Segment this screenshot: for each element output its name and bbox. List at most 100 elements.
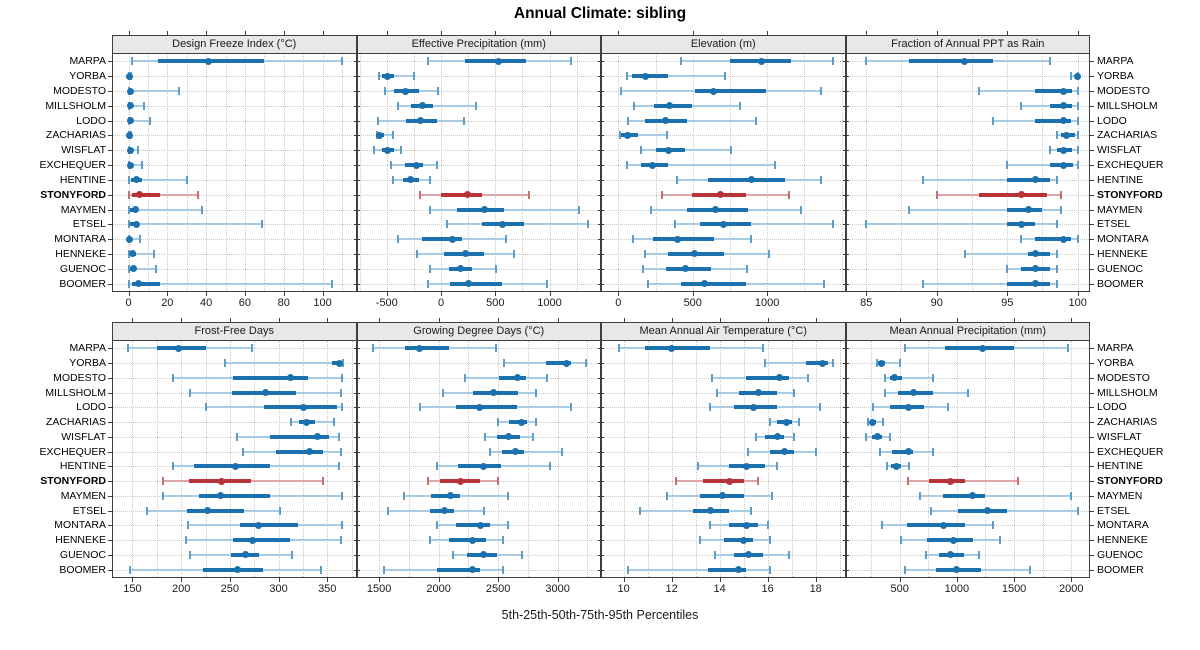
x-tick-label: -500: [375, 297, 398, 309]
gridline-vertical: [468, 54, 470, 291]
gridline-horizontal: [846, 135, 1089, 137]
gridline-vertical: [956, 341, 958, 577]
gridline-horizontal: [113, 194, 356, 196]
whisker-cap-high: [340, 403, 343, 412]
median-dot: [1031, 265, 1039, 273]
whisker-cap-low: [383, 87, 386, 96]
whisker-cap-high: [333, 418, 336, 427]
whisker-cap-low: [929, 506, 932, 515]
iqr-bar: [269, 434, 330, 439]
median-dot: [968, 492, 976, 500]
whisker-line: [1007, 164, 1078, 167]
y-tick-mark: [842, 510, 849, 512]
station-label-right: EXCHEQUER: [1097, 445, 1164, 458]
x-tick-mark: [128, 31, 130, 35]
whisker-cap-low: [713, 550, 716, 559]
median-dot: [300, 403, 308, 411]
y-tick-mark: [598, 407, 604, 409]
whisker-cap-high: [392, 131, 395, 140]
gridline-vertical: [147, 54, 149, 291]
median-dot: [232, 462, 240, 470]
whisker-cap-low: [128, 190, 131, 199]
gridline-vertical: [408, 341, 410, 577]
x-tick-mark: [244, 292, 246, 296]
y-tick-mark: [598, 554, 604, 556]
y-tick-mark: [598, 239, 604, 241]
y-tick-mark: [842, 239, 849, 241]
median-dot: [456, 265, 464, 273]
whisker-cap-high: [749, 235, 752, 244]
whisker-cap-high: [757, 477, 760, 486]
y-tick-mark: [842, 436, 849, 438]
median-dot: [132, 176, 140, 184]
iqr-bar: [654, 103, 692, 108]
x-tick-label: 1500: [1001, 583, 1027, 595]
whisker-cap-high: [992, 521, 995, 530]
y-tick-mark: [108, 150, 112, 152]
whisker-cap-low: [502, 359, 505, 368]
whisker-cap-low: [627, 565, 630, 574]
iqr-bar: [455, 523, 491, 528]
iqr-bar: [232, 538, 291, 543]
whisker-cap-low: [378, 72, 381, 81]
x-tick-mark: [767, 31, 769, 35]
whisker-cap-low: [925, 550, 927, 559]
whisker-cap-high: [152, 249, 155, 258]
whisker-cap-low: [241, 447, 244, 456]
gridline-horizontal: [602, 422, 845, 424]
whisker-cap-high: [1059, 205, 1062, 214]
whisker-line: [129, 193, 199, 196]
y-tick-mark: [842, 466, 849, 468]
median-dot: [234, 566, 242, 574]
gridline-horizontal: [846, 466, 1089, 468]
gridline-vertical: [1014, 341, 1016, 577]
x-tick-mark: [618, 31, 620, 35]
whisker-cap-low: [644, 249, 647, 258]
x-tick-mark: [1007, 31, 1009, 35]
whisker-cap-low: [235, 432, 238, 441]
whisker-cap-high: [339, 447, 342, 456]
gridline-vertical: [729, 54, 731, 291]
plot-area: [357, 54, 600, 291]
y-tick-mark: [108, 348, 112, 350]
median-dot: [401, 87, 409, 95]
x-tick-mark: [278, 578, 280, 582]
whisker-cap-high: [154, 264, 157, 273]
panel-frost-free-days: Frost-Free Days: [112, 322, 357, 578]
whisker-cap-high: [436, 161, 439, 170]
median-dot: [469, 536, 477, 544]
whisker-cap-high: [793, 432, 796, 441]
y-tick-mark: [108, 451, 112, 453]
median-dot: [132, 220, 140, 228]
panel-header: Mean Annual Air Temperature (°C): [602, 323, 845, 341]
gridline-vertical: [1077, 54, 1079, 291]
gridline-horizontal: [602, 135, 845, 137]
whisker-cap-low: [626, 72, 629, 81]
median-dot: [1060, 87, 1068, 95]
panel-elevation-m: Elevation (m): [601, 35, 846, 292]
panel-growing-degree-days-c: Growing Degree Days (°C): [356, 322, 601, 578]
x-tick-label: 3000: [545, 583, 570, 595]
y-tick-mark: [842, 422, 849, 424]
y-tick-mark: [108, 61, 112, 63]
x-tick-label: 18: [809, 583, 822, 595]
y-tick-mark: [598, 268, 604, 270]
iqr-bar: [132, 192, 160, 197]
y-tick-mark: [1090, 135, 1094, 137]
median-dot: [1060, 161, 1068, 169]
x-tick-label: 40: [199, 297, 213, 309]
gridline-horizontal: [846, 377, 1089, 379]
station-label-right: YORBA: [1097, 357, 1134, 370]
whisker-cap-low: [186, 521, 189, 530]
iqr-bar: [892, 449, 913, 454]
gridline-horizontal: [846, 268, 1089, 270]
gridline-vertical: [206, 54, 208, 291]
gridline-horizontal: [846, 165, 1089, 167]
y-tick-mark: [108, 540, 112, 542]
median-dot: [740, 536, 748, 544]
whisker-cap-low: [126, 344, 129, 353]
median-dot: [1031, 280, 1039, 288]
gridline-vertical: [839, 341, 841, 577]
whisker-cap-low: [1069, 72, 1072, 81]
median-dot: [314, 433, 322, 441]
